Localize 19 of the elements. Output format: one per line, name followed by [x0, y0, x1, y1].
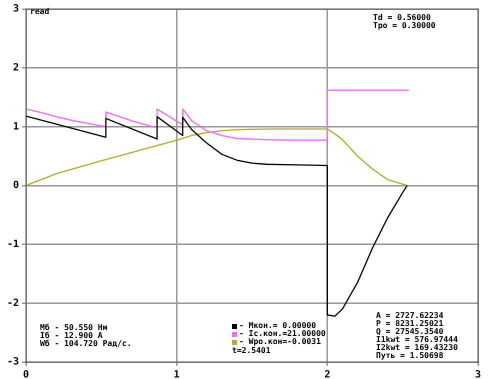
annotation: A = 2727.62234 P = 8231.25021 Q = 27545.3540 I1kwt = 576.97444 I2kwt = 169.43230 Путь = 1.50698	[376, 311, 458, 360]
legend-label: - Wро.кон=-0.0031	[239, 337, 321, 346]
x-tick-label: 2	[324, 370, 330, 379]
y-tick-label: 3	[12, 4, 19, 15]
annotation: Мб - 50.550 Нм Iб - 12.900 А Wб - 104.720 Рад/с.	[40, 323, 132, 348]
annotation: read	[30, 7, 50, 16]
annotation: t=2.5401	[232, 346, 271, 355]
x-tick-label: 0	[22, 370, 30, 379]
legend-label: - Мкон.= 0.00000	[239, 321, 316, 330]
y-tick-label: -2	[6, 298, 19, 309]
x-tick-label: 3	[474, 370, 482, 379]
y-tick-label: -3	[6, 356, 19, 368]
y-tick-label: -1	[6, 238, 19, 250]
legend-label: - Iс.кон.=21.00000	[239, 329, 326, 338]
y-tick-label: 1	[12, 121, 19, 132]
y-tick-label: 2	[12, 62, 19, 74]
y-tick-label: 0	[12, 180, 19, 192]
x-tick-label: 1	[174, 370, 180, 379]
annotation: Td = 0.56000 Tpo = 0.30000	[373, 13, 436, 30]
